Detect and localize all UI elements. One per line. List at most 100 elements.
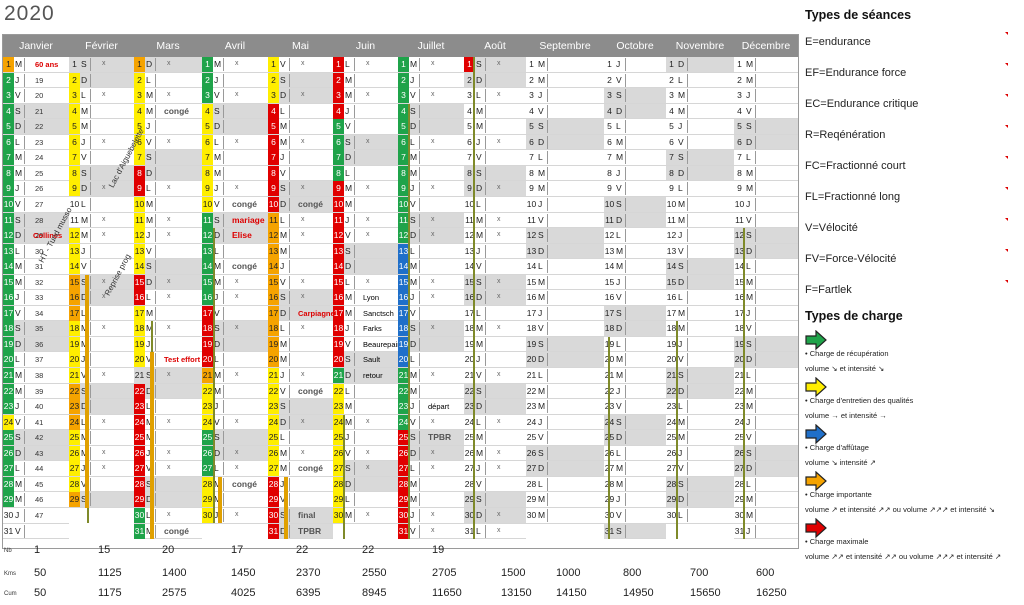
day-cell-dec-22[interactable]: 22 M	[734, 384, 798, 400]
day-cell-dec-23[interactable]: 23 M	[734, 399, 798, 415]
comment-marker-icon[interactable]	[1005, 187, 1008, 190]
day-cell-feb-25[interactable]: 25 M	[69, 430, 134, 446]
day-cell-aug-20[interactable]: 20 J	[464, 352, 526, 369]
day-cell-nov-16[interactable]: 16 L	[666, 290, 734, 306]
day-cell-may-13[interactable]: 13 M	[268, 243, 333, 260]
day-cell-dec-17[interactable]: 17 J	[734, 306, 798, 322]
day-cell-jan-12[interactable]: 12 D 29 Collines	[3, 228, 69, 244]
day-cell-nov-22[interactable]: 22 D	[666, 383, 734, 400]
day-cell-dec-15[interactable]: 15 M	[734, 275, 798, 291]
day-cell-jun-13[interactable]: 13 S	[333, 243, 398, 260]
day-cell-jul-25[interactable]: 25 S TPBR	[398, 430, 464, 446]
day-cell-jun-28[interactable]: 28 D	[333, 476, 398, 493]
day-cell-jun-20[interactable]: 20 S Sault	[333, 352, 398, 369]
day-cell-oct-13[interactable]: 13 M	[604, 244, 666, 260]
day-cell-oct-10[interactable]: 10 S	[604, 196, 666, 213]
day-cell-jan-19[interactable]: 19 D 36	[3, 336, 69, 353]
day-cell-jan-15[interactable]: 15 M 32	[3, 274, 69, 291]
day-cell-jul-29[interactable]: 29 M	[398, 492, 464, 508]
day-cell-apr-23[interactable]: 23 J	[202, 399, 268, 415]
day-cell-dec-26[interactable]: 26 S	[734, 445, 798, 462]
day-cell-may-20[interactable]: 20 M	[268, 352, 333, 369]
day-cell-jan-14[interactable]: 14 M 31	[3, 259, 69, 275]
day-cell-oct-19[interactable]: 19L	[604, 337, 666, 353]
day-cell-nov-27[interactable]: 27 V	[666, 461, 734, 477]
day-cell-mar-22[interactable]: 22 D	[134, 383, 202, 400]
day-cell-nov-26[interactable]: 26 J	[666, 446, 734, 462]
day-cell-jan-28[interactable]: 28 M 45	[3, 476, 69, 493]
day-cell-jan-1[interactable]: 1M160 ans	[3, 57, 69, 73]
day-cell-jan-31[interactable]: 31 V	[3, 524, 69, 540]
day-cell-dec-25[interactable]: 25 V	[734, 430, 798, 446]
day-cell-sep-29[interactable]: 29 M	[526, 492, 604, 508]
day-cell-feb-13[interactable]: 13 J	[69, 243, 134, 260]
day-cell-dec-20[interactable]: 20 D	[734, 352, 798, 369]
day-cell-oct-18[interactable]: 18 D	[604, 321, 666, 337]
day-cell-jun-14[interactable]: 14 D	[333, 259, 398, 275]
day-cell-jun-17[interactable]: 17 M Sanctsch	[333, 305, 398, 322]
day-cell-jan-10[interactable]: 10 V 27	[3, 196, 69, 213]
day-cell-jan-21[interactable]: 21 M 38	[3, 368, 69, 384]
day-cell-jan-7[interactable]: 7 M 24	[3, 150, 69, 166]
day-cell-sep-28[interactable]: 28 L	[526, 477, 604, 493]
day-cell-sep-18[interactable]: 18 V	[526, 321, 604, 337]
day-cell-nov-13[interactable]: 13 V	[666, 244, 734, 260]
day-cell-dec-14[interactable]: 14 L	[734, 259, 798, 275]
day-cell-apr-29[interactable]: 29 M	[202, 492, 268, 508]
day-cell-nov-21[interactable]: 21 S	[666, 368, 734, 384]
day-cell-dec-29[interactable]: 29 M	[734, 492, 798, 508]
day-cell-dec-16[interactable]: 16 M	[734, 290, 798, 306]
day-cell-aug-10[interactable]: 10 L	[464, 197, 526, 213]
day-cell-jul-28[interactable]: 28 M	[398, 476, 464, 493]
day-cell-jan-26[interactable]: 26 D 43	[3, 445, 69, 462]
day-cell-apr-17[interactable]: 17 V	[202, 305, 268, 322]
day-cell-nov-11[interactable]: 11 M	[666, 213, 734, 229]
day-cell-jan-25[interactable]: 25 S 42	[3, 430, 69, 446]
